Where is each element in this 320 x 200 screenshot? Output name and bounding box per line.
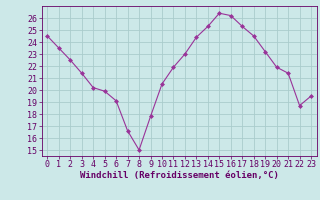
X-axis label: Windchill (Refroidissement éolien,°C): Windchill (Refroidissement éolien,°C): [80, 171, 279, 180]
